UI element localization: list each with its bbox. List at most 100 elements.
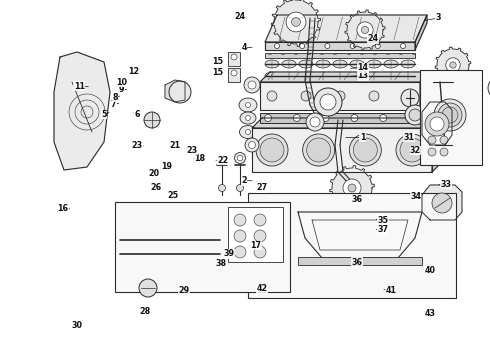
Polygon shape (422, 102, 452, 145)
Text: 37: 37 (378, 225, 389, 234)
Polygon shape (422, 185, 462, 220)
Circle shape (425, 112, 449, 136)
Circle shape (428, 136, 436, 144)
Circle shape (286, 12, 306, 32)
Ellipse shape (367, 72, 381, 80)
Bar (260, 82, 420, 110)
Circle shape (400, 44, 406, 49)
Text: 8: 8 (112, 93, 118, 102)
Text: 29: 29 (178, 287, 189, 295)
Polygon shape (252, 118, 442, 128)
Ellipse shape (401, 60, 415, 68)
Circle shape (442, 107, 458, 123)
Circle shape (234, 230, 246, 242)
Text: 19: 19 (161, 162, 172, 171)
Text: 33: 33 (441, 180, 451, 189)
Circle shape (267, 91, 277, 101)
Circle shape (260, 138, 284, 162)
Circle shape (350, 44, 355, 49)
Ellipse shape (367, 60, 381, 68)
Circle shape (306, 113, 324, 131)
Bar (115, 202, 290, 292)
Text: 31: 31 (404, 133, 415, 142)
Circle shape (292, 18, 300, 26)
Text: 6: 6 (134, 110, 140, 119)
Circle shape (234, 214, 246, 226)
Text: 30: 30 (72, 321, 83, 330)
Polygon shape (271, 0, 320, 46)
Text: 23: 23 (132, 141, 143, 150)
Text: 10: 10 (116, 77, 127, 86)
Ellipse shape (316, 60, 330, 68)
Text: 28: 28 (139, 307, 150, 316)
Circle shape (265, 114, 271, 122)
Circle shape (488, 76, 490, 100)
Circle shape (401, 89, 419, 107)
Text: 36: 36 (351, 195, 362, 204)
Ellipse shape (118, 235, 132, 244)
Ellipse shape (163, 249, 177, 258)
Circle shape (430, 117, 444, 131)
Ellipse shape (240, 112, 256, 124)
Text: 24: 24 (368, 34, 379, 43)
Text: 18: 18 (195, 154, 205, 163)
Circle shape (325, 44, 330, 49)
Circle shape (409, 114, 416, 122)
Circle shape (432, 193, 452, 213)
Circle shape (320, 94, 336, 110)
Text: 22: 22 (218, 156, 228, 165)
Polygon shape (54, 52, 110, 170)
Circle shape (294, 114, 300, 122)
Ellipse shape (148, 249, 162, 258)
Polygon shape (260, 72, 430, 82)
Ellipse shape (193, 235, 207, 244)
Circle shape (343, 179, 361, 197)
Circle shape (369, 91, 379, 101)
Ellipse shape (350, 72, 364, 80)
Polygon shape (265, 42, 415, 50)
Circle shape (234, 246, 246, 258)
Circle shape (231, 54, 237, 60)
Bar (228, 52, 240, 66)
Circle shape (235, 153, 245, 163)
Circle shape (231, 70, 237, 76)
Circle shape (256, 134, 288, 166)
Ellipse shape (384, 60, 398, 68)
Bar (298, 257, 422, 265)
Text: 15: 15 (213, 68, 223, 77)
Ellipse shape (384, 72, 398, 80)
Bar (228, 207, 283, 262)
Circle shape (440, 136, 448, 144)
Circle shape (248, 81, 256, 89)
Circle shape (349, 134, 381, 166)
Circle shape (245, 130, 250, 135)
Circle shape (353, 138, 377, 162)
Circle shape (307, 138, 331, 162)
Circle shape (438, 103, 462, 127)
Circle shape (254, 246, 266, 258)
Text: 23: 23 (187, 146, 197, 155)
Circle shape (301, 91, 311, 101)
Ellipse shape (133, 249, 147, 258)
Ellipse shape (163, 235, 177, 244)
Text: 3: 3 (436, 13, 441, 22)
Text: 24: 24 (235, 12, 245, 21)
Text: 34: 34 (410, 192, 421, 201)
Bar (248, 193, 456, 298)
Text: 43: 43 (425, 309, 436, 318)
Circle shape (357, 22, 373, 38)
Text: 11: 11 (74, 82, 85, 91)
Text: 9: 9 (119, 85, 124, 94)
Polygon shape (298, 212, 422, 258)
Circle shape (362, 26, 368, 33)
Polygon shape (265, 15, 427, 42)
Polygon shape (345, 10, 385, 50)
Circle shape (237, 184, 244, 192)
Circle shape (322, 114, 329, 122)
Ellipse shape (133, 235, 147, 244)
Ellipse shape (299, 60, 313, 68)
Text: 13: 13 (357, 71, 368, 80)
Circle shape (245, 116, 250, 121)
Text: 14: 14 (357, 63, 368, 72)
Circle shape (403, 91, 413, 101)
